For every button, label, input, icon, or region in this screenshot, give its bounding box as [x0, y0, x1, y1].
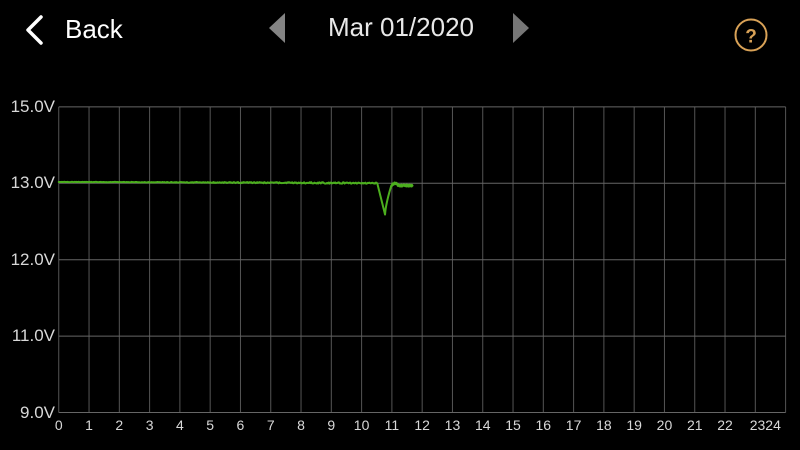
svg-text:?: ?: [745, 27, 757, 48]
